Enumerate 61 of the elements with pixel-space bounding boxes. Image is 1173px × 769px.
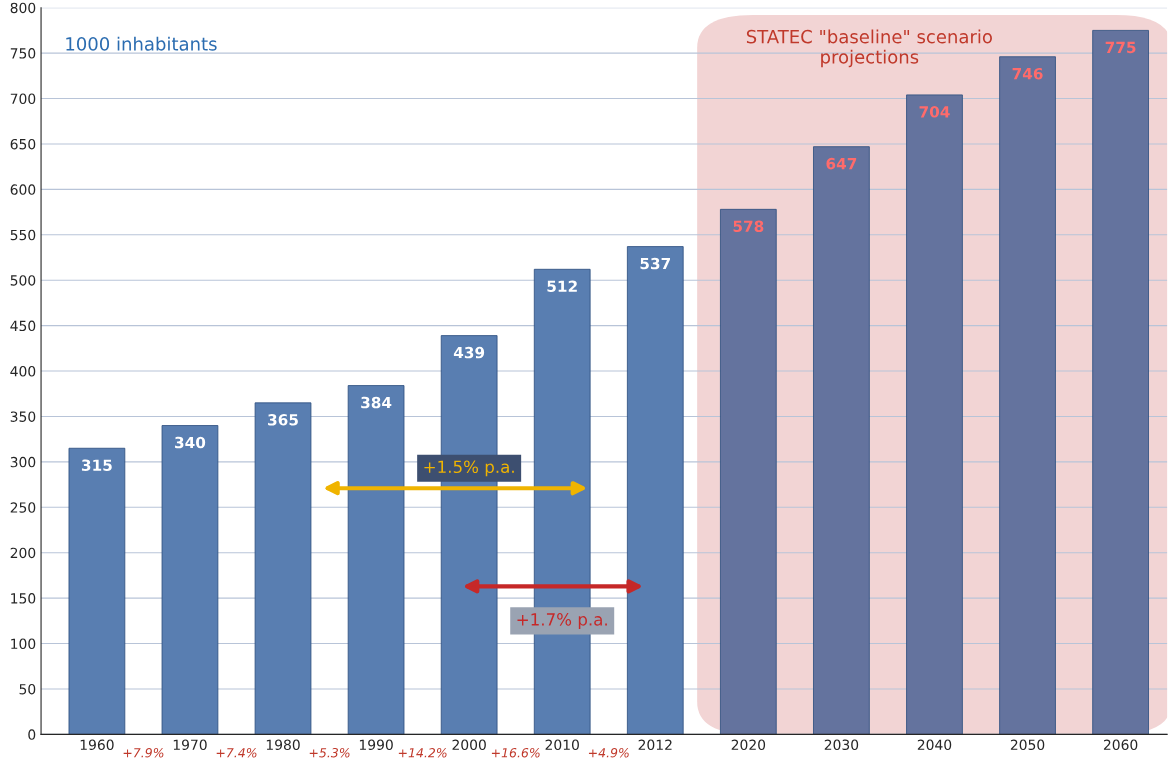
data-label: 704 — [919, 106, 950, 118]
text: +4.9% — [588, 748, 629, 758]
data-label: 537 — [640, 257, 671, 270]
x-tick-label: 2060 — [1103, 739, 1138, 751]
text: +7.4% — [216, 748, 257, 758]
y-tick-label: 500 — [10, 275, 36, 286]
x-tick-label: 2050 — [1010, 739, 1045, 751]
bar — [254, 402, 312, 735]
bar — [906, 94, 963, 735]
bar — [720, 208, 777, 735]
x-tick-label: 2010 — [545, 739, 579, 751]
data-label: 647 — [826, 157, 857, 170]
y-tick-label: 350 — [10, 411, 36, 422]
y-tick-label: 250 — [10, 502, 36, 513]
text: +7.9% — [123, 748, 164, 758]
data-label: 315 — [81, 459, 112, 471]
text: +5.3% — [309, 748, 350, 758]
annotation: 1000 inhabitants — [66, 36, 217, 51]
x-tick-label: 1960 — [80, 739, 114, 751]
annotation: +1.7% p.a. — [517, 613, 607, 629]
data-label: 512 — [547, 280, 577, 293]
data-label: 384 — [361, 396, 392, 409]
x-tick-label: 2020 — [731, 739, 766, 751]
bar — [1092, 29, 1149, 735]
x-tick-label: 2000 — [452, 739, 486, 751]
y-tick-label: 650 — [10, 138, 36, 150]
data-label: 578 — [733, 220, 764, 233]
y-tick-label: 400 — [10, 366, 36, 377]
bar — [161, 425, 219, 735]
x-tick-label: 1980 — [266, 739, 300, 751]
data-label: 439 — [453, 346, 485, 359]
bar — [626, 246, 684, 735]
data-label: 775 — [1105, 41, 1136, 54]
y-tick-label: 50 — [19, 683, 36, 695]
y-tick-label: 550 — [10, 229, 36, 241]
annotation: +1.5% p.a. — [424, 460, 514, 477]
band-label: STATEC "baseline" scenario projections — [746, 29, 992, 68]
bar — [813, 146, 870, 735]
x-tick-label: 2012 — [638, 739, 672, 751]
x-tick-label: 2030 — [824, 739, 859, 751]
data-label: 365 — [268, 414, 298, 426]
y-tick-label: 150 — [11, 593, 36, 604]
y-tick-label: 600 — [10, 184, 36, 195]
x-tick-label: 1990 — [359, 739, 393, 751]
y-tick-label: 100 — [11, 638, 36, 650]
data-label: 340 — [175, 436, 206, 449]
bar — [68, 447, 126, 735]
text: +14.2% — [398, 748, 447, 758]
y-tick-label: 700 — [10, 93, 36, 104]
y-tick-label: 200 — [10, 547, 36, 559]
y-tick-label: 450 — [10, 320, 36, 332]
x-tick-label: 1970 — [173, 739, 207, 751]
y-tick-label: 0 — [28, 729, 36, 740]
data-label: 746 — [1012, 67, 1043, 80]
y-tick-label: 750 — [10, 48, 36, 59]
x-tick-label: 2040 — [917, 739, 952, 751]
text: +16.6% — [491, 748, 540, 758]
y-tick-label: 300 — [10, 456, 36, 468]
bar — [347, 385, 405, 735]
bar — [999, 56, 1056, 735]
y-tick-label: 800 — [10, 2, 36, 14]
